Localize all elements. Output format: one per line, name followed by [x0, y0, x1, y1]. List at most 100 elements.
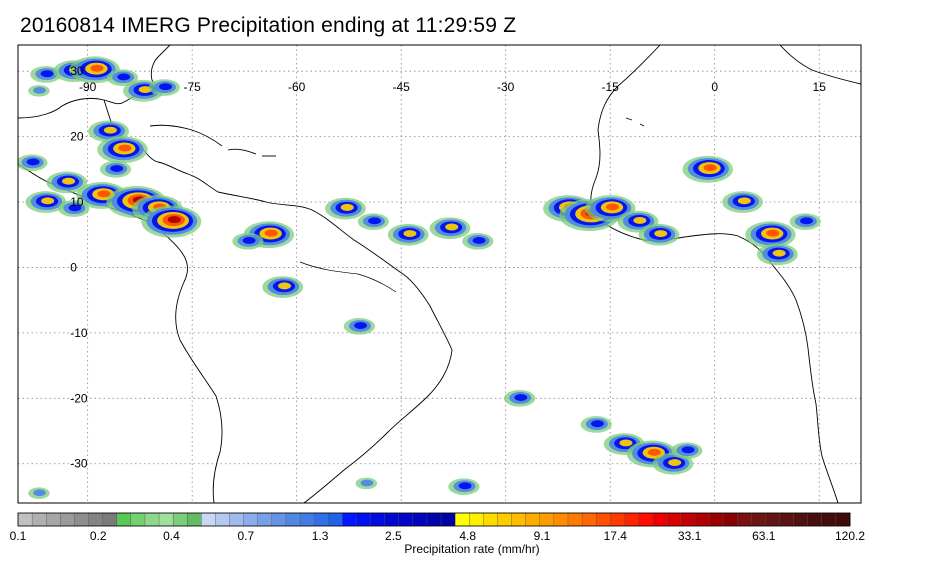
colorbar-swatch-39 [567, 512, 583, 527]
colorbar-swatch-1 [31, 512, 47, 527]
lon-label-7: 15 [813, 80, 827, 94]
precip-cell-25 [462, 232, 494, 250]
precip-cell-9 [99, 160, 132, 178]
canary-islands [625, 117, 645, 127]
colorbar [17, 512, 851, 527]
colorbar-swatch-29 [426, 512, 442, 527]
colorbar-tick-2: 0.4 [163, 529, 180, 543]
longitude-labels: -90 -75 -60 -45 -30 -15 0 15 [79, 80, 826, 94]
precip-cell-44 [355, 477, 378, 490]
map-background [18, 45, 861, 503]
colorbar-tick-0: 0.1 [9, 529, 27, 543]
precip-cell-39 [652, 452, 694, 475]
amazon-river [299, 261, 397, 293]
colorbar-swatch-58 [835, 512, 851, 527]
colorbar-swatch-37 [539, 512, 555, 527]
colorbar-tick-11: 120.2 [834, 529, 866, 543]
colorbar-swatch-47 [680, 512, 696, 527]
precip-cell-45 [28, 487, 50, 499]
precipitation-field [18, 56, 821, 499]
colorbar-swatch-30 [440, 512, 456, 527]
colorbar-title: Precipitation rate (mm/hr) [404, 542, 540, 556]
precip-cell-19 [232, 232, 264, 250]
colorbar-swatch-43 [624, 512, 639, 527]
precip-cell-5 [148, 79, 180, 96]
colorbar-swatch-24 [356, 512, 372, 527]
precip-cell-15 [141, 205, 202, 238]
precip-cell-17 [58, 200, 90, 217]
map-frame [17, 44, 862, 504]
colorbar-swatch-3 [60, 512, 75, 527]
precip-cell-43 [448, 478, 480, 495]
colorbar-swatch-52 [751, 512, 766, 527]
precip-cell-24 [429, 217, 471, 240]
colorbar-swatch-44 [638, 512, 654, 527]
cuba-coastline [149, 124, 223, 147]
precip-cell-23 [387, 223, 429, 246]
lon-label-0: -90 [79, 80, 97, 94]
precip-cell-0 [30, 66, 62, 83]
colorbar-swatch-49 [708, 512, 724, 527]
precip-cell-36 [789, 213, 821, 230]
europe-coastline [779, 45, 861, 85]
colorbar-swatch-9 [144, 512, 160, 527]
colorbar-swatch-48 [694, 512, 710, 527]
colorbar-swatch-31 [454, 512, 470, 527]
colorbar-swatch-32 [469, 512, 484, 527]
colorbar-swatch-21 [313, 512, 329, 527]
colorbar-tick-9: 33.1 [677, 529, 702, 543]
lon-label-3: -45 [393, 80, 411, 94]
colorbar-swatch-0 [17, 512, 33, 527]
precip-cell-10 [18, 154, 48, 172]
colorbar-swatch-11 [172, 512, 188, 527]
page-title: 20160814 IMERG Precipitation ending at 1… [20, 14, 517, 37]
colorbar-swatch-55 [793, 512, 809, 527]
latitude-labels: 30 20 10 0 -10 -20 -30 [70, 64, 88, 471]
colorbar-swatch-54 [779, 512, 795, 527]
lon-label-6: 0 [711, 80, 718, 94]
colorbar-swatch-2 [46, 512, 61, 527]
colorbar-swatch-56 [807, 512, 823, 527]
colorbar-swatch-41 [595, 512, 611, 527]
lat-label-3: 0 [70, 260, 77, 274]
precip-cell-34 [745, 221, 796, 249]
colorbar-swatch-36 [525, 512, 541, 527]
colorbar-swatch-17 [257, 512, 273, 527]
colorbar-tick-10: 63.1 [752, 529, 776, 543]
colorbar-swatch-15 [229, 512, 245, 527]
colorbar-swatch-34 [497, 512, 513, 527]
south-america-coastline [175, 191, 453, 503]
colorbar-frame [17, 512, 851, 527]
colorbar-tick-3: 0.7 [237, 529, 255, 543]
precip-cell-41 [580, 416, 612, 433]
colorbar-swatch-23 [342, 512, 357, 527]
precip-cell-21 [325, 197, 366, 220]
precip-cell-33 [722, 191, 763, 213]
colorbar-swatch-16 [243, 512, 259, 527]
hispaniola-coastline [227, 148, 257, 155]
colorbar-swatch-6 [102, 512, 118, 527]
colorbar-tick-1: 0.2 [89, 529, 107, 543]
africa-coastline [590, 45, 839, 503]
colorbar-swatch-27 [398, 512, 414, 527]
colorbar-swatch-40 [581, 512, 597, 527]
colorbar-swatch-8 [130, 512, 146, 527]
lat-label-4: -10 [70, 326, 88, 340]
lon-label-1: -75 [184, 80, 202, 94]
colorbar-tick-6: 4.8 [459, 529, 477, 543]
lat-label-5: -20 [70, 391, 88, 405]
colorbar-swatch-53 [765, 512, 780, 527]
lon-label-5: -15 [602, 80, 620, 94]
colorbar-tick-8: 17.4 [603, 529, 627, 543]
precip-cell-8 [97, 136, 148, 164]
colorbar-swatch-13 [201, 512, 216, 527]
coastlines [18, 45, 861, 503]
colorbar-tick-5: 2.5 [385, 529, 402, 543]
precip-cell-38 [626, 440, 678, 468]
precip-cell-20 [262, 276, 304, 298]
colorbar-swatch-26 [384, 512, 400, 527]
colorbar-swatch-35 [511, 512, 527, 527]
colorbar-swatch-38 [553, 512, 569, 527]
colorbar-swatch-28 [412, 512, 428, 527]
